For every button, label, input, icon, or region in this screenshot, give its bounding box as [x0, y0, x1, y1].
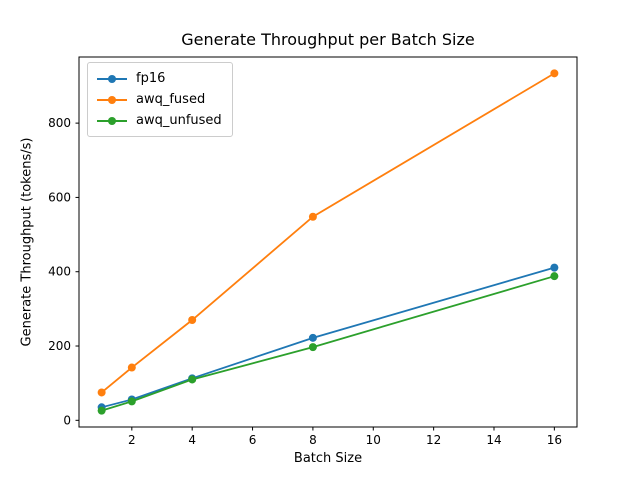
series-marker-awq_fused: [308, 212, 317, 221]
x-tick-label: 16: [547, 433, 562, 447]
y-tick-label: 0: [63, 413, 71, 427]
y-axis-label: Generate Throughput (tokens/s): [19, 137, 35, 347]
x-axis-label: Batch Size: [293, 451, 363, 466]
series-marker-fp16: [550, 263, 559, 272]
y-tick-label: 600: [48, 190, 71, 204]
series-marker-fp16: [308, 333, 317, 342]
series-marker-awq_unfused: [188, 375, 197, 384]
legend-swatch-line-dot-icon: [97, 74, 127, 84]
x-tick-label: 10: [366, 433, 381, 447]
x-tick-label: 12: [426, 433, 441, 447]
chart-title: Generate Throughput per Batch Size: [181, 30, 475, 49]
legend: fp16 awq_fused awq_unfused: [87, 62, 233, 137]
series-marker-awq_fused: [97, 388, 106, 397]
x-tick-label: 2: [128, 433, 136, 447]
plot-border: [78, 56, 578, 428]
series-marker-awq_fused: [188, 316, 197, 325]
series-marker-awq_unfused: [308, 343, 317, 352]
y-tick-label: 800: [48, 116, 71, 130]
legend-label: fp16: [136, 71, 166, 86]
series-marker-awq_unfused: [550, 272, 559, 281]
legend-label: awq_unfused: [136, 113, 222, 128]
series-marker-awq_unfused: [127, 397, 136, 406]
series-line-awq_unfused: [101, 275, 555, 412]
x-tick-label: 14: [486, 433, 501, 447]
legend-item-awq-fused: awq_fused: [97, 89, 222, 110]
legend-swatch-line-dot-icon: [97, 116, 127, 126]
series-marker-awq_fused: [550, 69, 559, 78]
y-tick-label: 400: [48, 265, 71, 279]
legend-label: awq_fused: [136, 92, 206, 107]
series-marker-awq_fused: [127, 363, 136, 372]
legend-item-fp16: fp16: [97, 68, 222, 89]
x-tick-label: 4: [188, 433, 196, 447]
legend-swatch-line-dot-icon: [97, 95, 127, 105]
legend-item-awq-unfused: awq_unfused: [97, 110, 222, 131]
x-tick-label: 8: [309, 433, 317, 447]
series-marker-awq_unfused: [97, 406, 106, 415]
y-tick-label: 200: [48, 339, 71, 353]
x-tick-label: 6: [249, 433, 257, 447]
